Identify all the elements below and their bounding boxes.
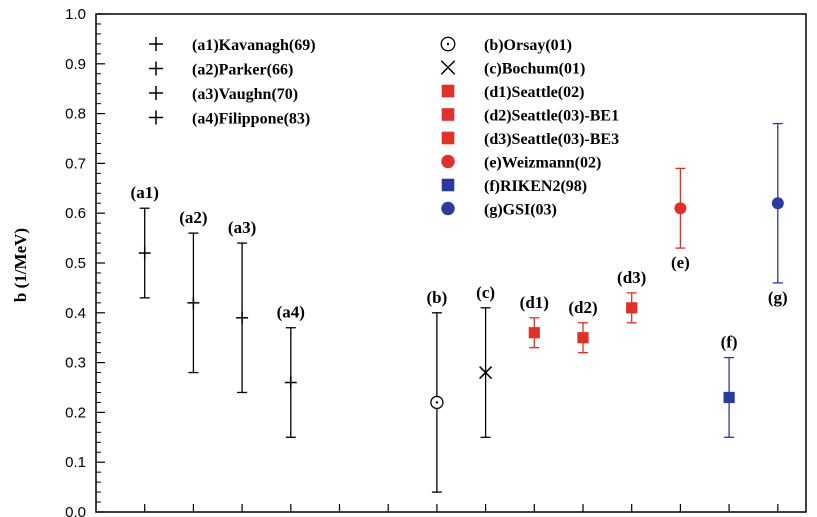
point-label: (a4): [277, 303, 305, 322]
point-label: (e): [671, 253, 690, 272]
legend-marker: [149, 37, 163, 51]
legend-marker: [149, 110, 163, 125]
data-point-d1: (d1): [520, 293, 549, 349]
legend-entry: (c)Bochum(01): [440, 60, 585, 78]
legend-entry: (d2)Seattle(03)-BE1: [441, 108, 619, 125]
point-label: (d3): [617, 268, 646, 287]
y-tick-label: 0.0: [65, 504, 86, 517]
y-tick-label: 0.1: [65, 454, 86, 471]
legend-marker: [440, 60, 456, 75]
point-marker: [577, 332, 589, 344]
point-marker: [187, 296, 200, 309]
point-label: (f): [721, 333, 738, 352]
data-point-a1: (a1): [131, 183, 159, 299]
y-tick-label: 0.6: [65, 205, 86, 222]
point-label: (b): [427, 288, 448, 307]
legend-label: (a1)Kavanagh(69): [192, 37, 316, 54]
legend-label: (d2)Seattle(03)-BE1: [484, 108, 619, 125]
y-axis-label: b (1/MeV): [11, 228, 30, 302]
point-marker: [430, 395, 444, 410]
y-tick-label: 1.0: [65, 6, 86, 23]
y-tick-label: 0.8: [65, 106, 86, 123]
data-point-e: (e): [671, 167, 690, 272]
legend-entry: (a1)Kavanagh(69): [149, 37, 316, 54]
y-axis-ticks: 0.0 0.1 0.2 0.3 0.4 0.5 0.6 0.7 0.8 0.9 1.0: [65, 6, 105, 517]
legend-label: (d3)Seattle(03)-BE3: [484, 131, 619, 148]
legend-label: (f)RIKEN2(98): [484, 178, 587, 195]
point-label: (d1): [520, 293, 549, 312]
legend-marker: [149, 61, 163, 76]
legend-label: (g)GSI(03): [484, 202, 557, 219]
legend-label: (c)Bochum(01): [484, 61, 585, 78]
legend-marker: [440, 36, 456, 52]
y-tick-label: 0.2: [65, 404, 86, 421]
legend-entry: (d1)Seattle(02): [441, 84, 584, 101]
point-marker: [626, 302, 638, 314]
legend-label: (a2)Parker(66): [192, 62, 293, 79]
legend-marker: [441, 178, 455, 192]
point-marker: [479, 366, 493, 380]
legend-entry: (f)RIKEN2(98): [441, 178, 587, 195]
point-label: (a3): [228, 218, 256, 237]
point-label: (a2): [179, 208, 207, 227]
point-marker: [138, 247, 151, 260]
legend-label: (d1)Seattle(02): [484, 84, 584, 101]
point-marker: [723, 391, 735, 404]
legend-label: (a3)Vaughn(70): [192, 86, 298, 103]
y-tick-label: 0.9: [65, 56, 86, 73]
legend-entry: (e)Weizmann(02): [441, 155, 601, 172]
legend-entry: (b)Orsay(01): [440, 36, 572, 54]
point-label: (d2): [568, 298, 597, 317]
legend-entry: (a2)Parker(66): [149, 61, 293, 79]
y-tick-label: 0.5: [65, 255, 86, 272]
legend-entry: (g)GSI(03): [441, 202, 557, 219]
y-tick-label: 0.3: [65, 355, 86, 372]
point-label: (a1): [131, 183, 159, 202]
data-point-a2: (a2): [179, 208, 208, 374]
legend-entry: (a4)Filippone(83): [149, 110, 310, 128]
legend-marker: [149, 86, 163, 100]
legend-marker: [441, 201, 455, 216]
legend-marker: [441, 108, 455, 121]
point-label: (g): [768, 288, 788, 307]
legend-label: (b)Orsay(01): [484, 37, 572, 54]
point-marker: [236, 311, 249, 324]
legend-entry: (d3)Seattle(03)-BE3: [441, 131, 619, 148]
data-point-a3: (a3): [228, 218, 256, 394]
point-marker: [771, 197, 784, 210]
legend-marker: [441, 154, 455, 169]
legend-label: (a4)Filippone(83): [192, 111, 310, 128]
data-point-d2: (d2): [568, 298, 598, 354]
point-marker: [284, 376, 297, 389]
legend-marker: [441, 84, 455, 98]
point-label: (c): [476, 283, 495, 302]
point-marker: [674, 202, 687, 215]
data-point-b: (b): [427, 288, 448, 493]
data-point-d3: (d3): [617, 268, 646, 324]
point-marker: [528, 327, 540, 339]
legend-marker: [441, 131, 455, 145]
data-point-c: (c): [476, 283, 495, 438]
legend-entry: (a3)Vaughn(70): [149, 86, 298, 103]
data-points: (a1) (a2) (a3) (a4) (b) (c) (d1) (d2) (d3) (e) (f)…: [131, 122, 788, 493]
y-tick-label: 0.4: [65, 305, 86, 322]
data-point-f: (f): [721, 333, 738, 438]
legend-label: (e)Weizmann(02): [484, 155, 601, 172]
data-point-a4: (a4): [277, 303, 305, 438]
y-tick-label: 0.7: [65, 155, 86, 172]
chart-legend: (a1)Kavanagh(69) (a2)Parker(66) (a3)Vaughn…: [149, 36, 619, 219]
data-point-g: (g): [768, 122, 788, 307]
